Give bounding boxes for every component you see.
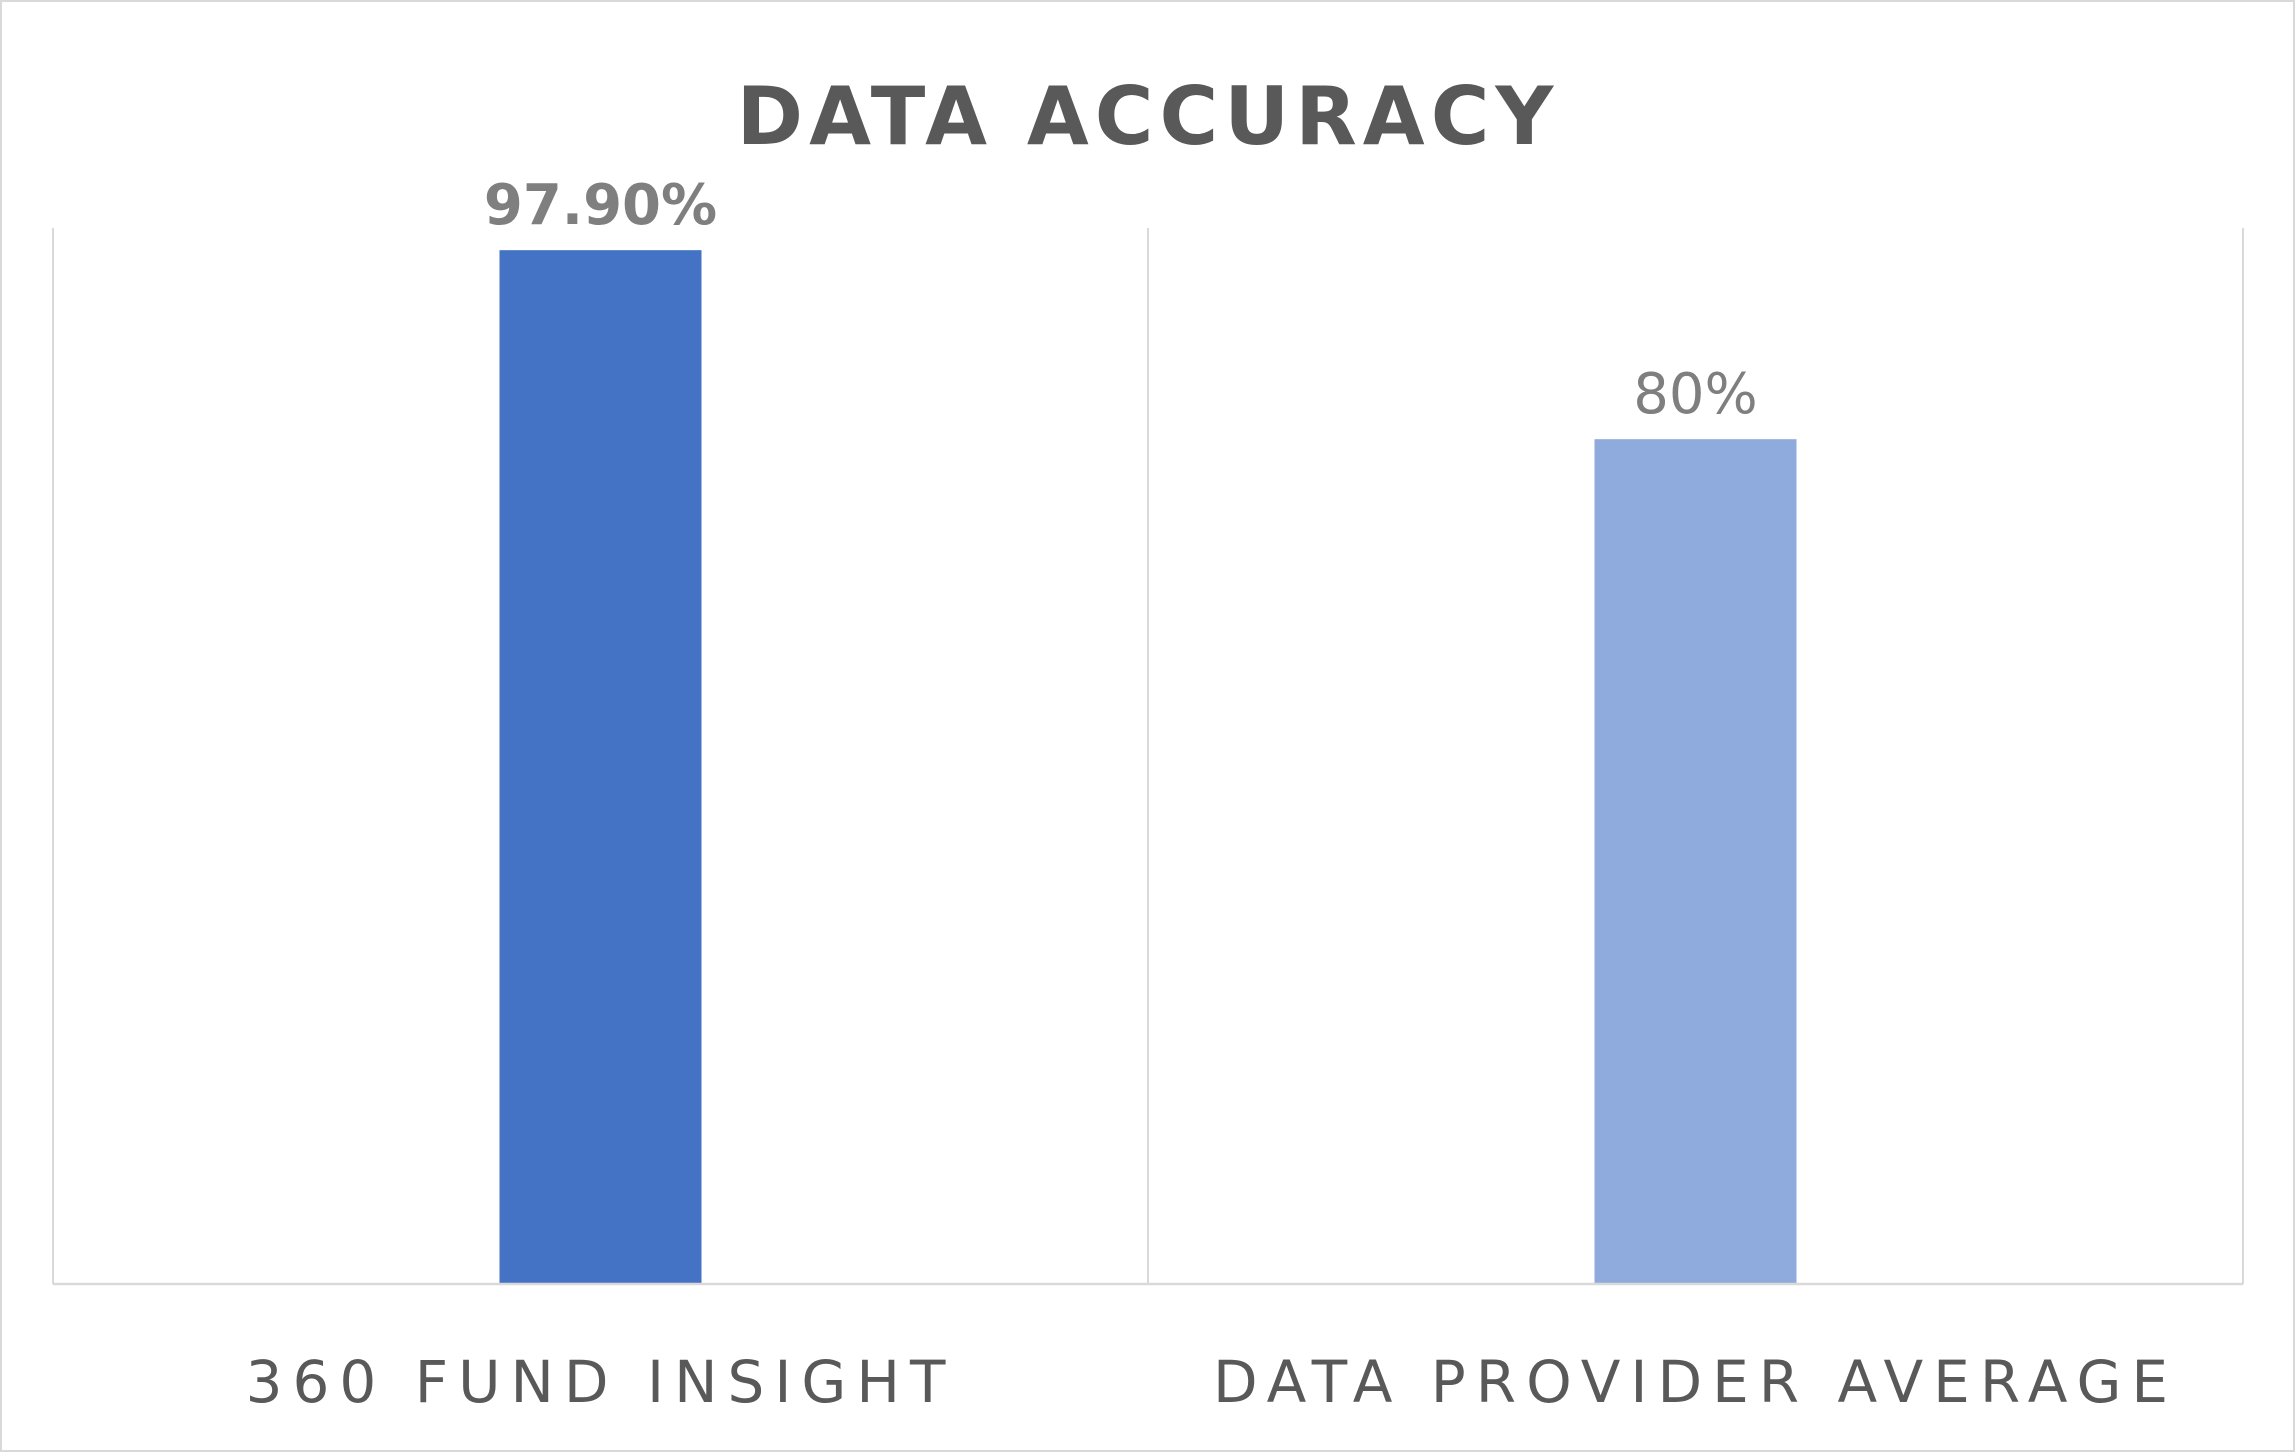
bar: [499, 250, 702, 1284]
bar: [1594, 439, 1797, 1284]
data-label: 97.90%: [484, 173, 717, 238]
category-label: DATA PROVIDER AVERAGE: [1213, 1348, 2178, 1416]
plot-area: 97.90% 360 FUND INSIGHT 80% DATA PROVIDER A…: [52, 173, 2244, 1416]
chart-title: DATA ACCURACY: [737, 70, 1560, 163]
data-label: 80%: [1633, 362, 1757, 427]
category-label: 360 FUND INSIGHT: [246, 1348, 956, 1416]
